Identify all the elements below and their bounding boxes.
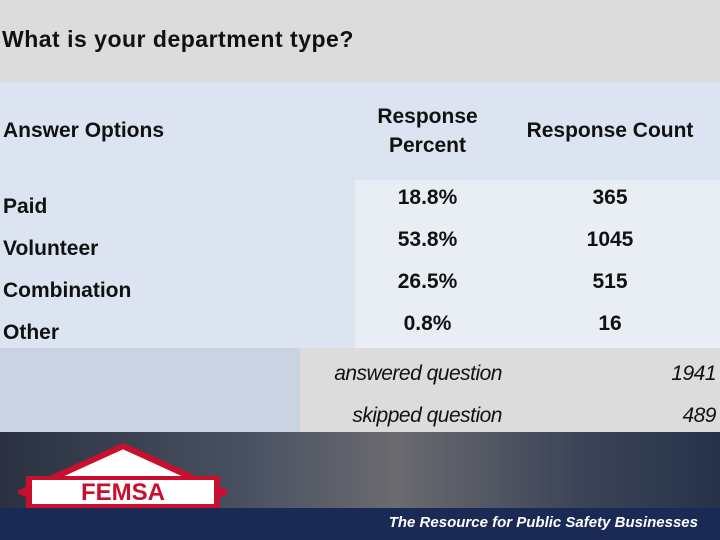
slide-title: What is your department type? bbox=[2, 26, 354, 52]
percent-cell: 18.8% bbox=[355, 180, 500, 222]
tagline-bar bbox=[0, 508, 720, 540]
count-cell: 16 bbox=[500, 306, 720, 348]
summary-label: answered question bbox=[334, 362, 502, 385]
summary-value: 489 bbox=[682, 404, 716, 427]
tagline: The Resource for Public Safety Businesse… bbox=[388, 514, 698, 531]
count-cell: 1045 bbox=[500, 222, 720, 264]
header-cell: Answer Options bbox=[0, 82, 355, 180]
percent-cell: 26.5% bbox=[355, 264, 500, 306]
summary-value: 1941 bbox=[671, 362, 716, 385]
percent-cell: 53.8% bbox=[355, 222, 500, 264]
row-label: Volunteer bbox=[0, 222, 355, 264]
logo-text: FEMSA bbox=[81, 479, 165, 506]
row-label: Other bbox=[0, 306, 355, 348]
header-cell: Response Percent bbox=[355, 82, 500, 180]
summary-band bbox=[0, 348, 300, 432]
count-cell: 365 bbox=[500, 180, 720, 222]
summary-label: skipped question bbox=[352, 404, 502, 427]
row-label: Combination bbox=[0, 264, 355, 306]
count-cell: 515 bbox=[500, 264, 720, 306]
percent-cell: 0.8% bbox=[355, 306, 500, 348]
header-cell: Response Count bbox=[500, 82, 720, 180]
row-label: Paid bbox=[0, 180, 355, 222]
